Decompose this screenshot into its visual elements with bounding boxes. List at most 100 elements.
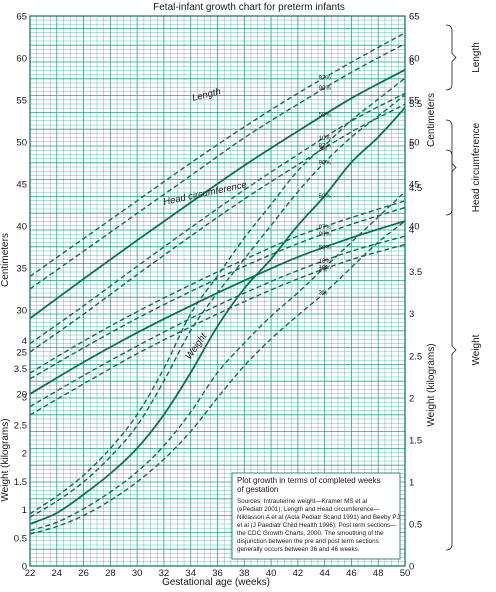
y-left-kg-tick: 2 — [22, 449, 27, 460]
y-right-kg-tick: 2 — [409, 393, 414, 404]
y-right-kg-tick: 4.5 — [409, 183, 422, 194]
x-tick-label: 36 — [212, 568, 223, 579]
note-source-line: Sources: Intrauterine weight—Kramer MS e… — [237, 498, 367, 505]
x-tick-label: 48 — [373, 568, 384, 579]
weight-bracket-label: Weight — [471, 334, 482, 365]
y-right-kg-tick: 5.5 — [409, 99, 422, 110]
series-line-length-97 — [29, 32, 406, 277]
y-left-cm-tick: 50 — [16, 138, 27, 149]
series-line-weight-10 — [29, 191, 406, 532]
x-tick-label: 42 — [293, 568, 304, 579]
y-left-cm-tick: 25 — [16, 348, 27, 359]
series-line-weight-50 — [29, 107, 406, 525]
series-line-length-3 — [29, 103, 406, 353]
x-tick-label: 32 — [159, 568, 170, 579]
y-right-kg-tick: 6 — [409, 57, 414, 68]
y-left-kg-tick: 3.5 — [14, 364, 27, 375]
y-right-kg-tick: 1.5 — [409, 435, 422, 446]
y-right-cm-label: Centimeters — [426, 93, 437, 147]
y-left-kg-tick: 0.5 — [14, 533, 27, 544]
y-right-cm-tick: 60 — [409, 54, 420, 65]
y-left-cm-tick: 60 — [16, 54, 27, 65]
percentile-label: 10% — [319, 259, 332, 265]
series-line-length-10 — [29, 92, 406, 345]
percentile-label: 50% — [319, 113, 332, 119]
percentile-label: 50% — [319, 194, 332, 200]
y-left-kg-label: Weight (kilograms) — [0, 418, 11, 501]
y-right-kg-tick: 1 — [409, 477, 414, 488]
series-line-head-10 — [29, 235, 406, 408]
y-right-kg-tick: 5 — [409, 141, 414, 152]
y-left-cm-tick: 40 — [16, 222, 27, 233]
series-line-length-90 — [29, 43, 406, 290]
x-tick-label: 26 — [78, 568, 89, 579]
percentile-label: 90% — [319, 86, 332, 92]
y-left-kg-tick: 1 — [22, 505, 27, 516]
percentile-label: 97% — [319, 225, 332, 231]
curves — [29, 32, 406, 535]
x-axis-label: Gestational age (weeks) — [162, 577, 270, 588]
percentile-label: 90% — [319, 160, 332, 166]
note-box: Plot growth in terms of completed weeks … — [231, 472, 401, 560]
y-left-cm-tick: 65 — [16, 12, 27, 23]
series-line-head-3 — [29, 243, 406, 416]
series-line-length-50 — [29, 69, 406, 320]
x-tick-label: 44 — [319, 568, 330, 579]
series-line-weight-90 — [29, 94, 406, 518]
note-source-line: disjunction between the pre and post ter… — [237, 538, 379, 545]
note-source-line: et al (J Paediatr Child Health 1996); Po… — [237, 522, 397, 529]
x-tick-label: 38 — [239, 568, 250, 579]
y-right-kg-tick: 0 — [409, 562, 414, 573]
y-right-kg-tick: 3 — [409, 309, 414, 320]
y-left-kg-tick: 3 — [22, 392, 27, 403]
y-right-kg-tick: 4 — [409, 225, 414, 236]
percentile-label: 3% — [319, 291, 328, 297]
x-tick-label: 50 — [400, 568, 411, 579]
y-left-cm-tick: 35 — [16, 264, 27, 275]
percentile-label: 10% — [319, 265, 332, 271]
percentile-label: 50% — [319, 245, 332, 251]
note-source-line: Niklasson A et al (Acta Pediatr Scand 19… — [237, 514, 400, 521]
chart-title: Fetal-infant growth chart for preterm in… — [153, 2, 345, 13]
y-right-cm-tick: 50 — [409, 138, 420, 149]
note-title-line1: Plot growth in terms of completed weeks — [237, 476, 381, 485]
note-source-line: the CDC Growth Charts, 2000. The smoothi… — [237, 530, 384, 537]
percentile-label: 3% — [319, 267, 328, 273]
y-right-kg-tick: 2.5 — [409, 351, 422, 362]
y-right-cm-tick: 45 — [409, 180, 420, 191]
note-title-line2: of gestation — [237, 485, 278, 494]
series-line-head-90 — [29, 206, 406, 380]
y-left-kg-tick: 2.5 — [14, 421, 27, 432]
x-tick-label: 46 — [346, 568, 357, 579]
y-left-kg-tick: 4 — [22, 336, 27, 347]
y-left-cm-tick: 55 — [16, 96, 27, 107]
head-bracket — [445, 119, 457, 216]
head-bracket-label: Head circumference — [471, 122, 482, 212]
y-left-cm-label: Centimeters — [0, 233, 11, 287]
plot-frame — [29, 15, 406, 567]
y-left-cm-tick: 20 — [16, 390, 27, 401]
weight-bracket — [445, 149, 457, 551]
y-right-cm-tick: 55 — [409, 96, 420, 107]
note-source-line: generally occurs between 36 and 46 weeks… — [237, 546, 360, 553]
series-line-weight-97 — [29, 77, 406, 515]
length-bracket — [445, 24, 457, 91]
note-source-line: (ePediatr 2001); Length and Head circumf… — [237, 506, 381, 513]
series-line-weight-3 — [29, 220, 406, 535]
x-tick-label: 22 — [25, 568, 36, 579]
percentile-label: 97% — [319, 144, 332, 150]
x-tick-label: 30 — [132, 568, 143, 579]
y-right-kg-tick: 0.5 — [409, 519, 422, 530]
percentile-label: 90% — [319, 232, 332, 238]
percentile-label: 10% — [319, 136, 332, 142]
y-left-kg-tick: 1.5 — [14, 477, 27, 488]
x-tick-label: 28 — [105, 568, 116, 579]
y-right-kg-tick: 3.5 — [409, 267, 422, 278]
y-left-cm-tick: 30 — [16, 306, 27, 317]
x-tick-label: 34 — [185, 568, 196, 579]
y-left-cm-tick: 45 — [16, 180, 27, 191]
y-right-kg-label: Weight (kilograms) — [426, 343, 437, 426]
percentile-label: 3% — [319, 146, 328, 152]
